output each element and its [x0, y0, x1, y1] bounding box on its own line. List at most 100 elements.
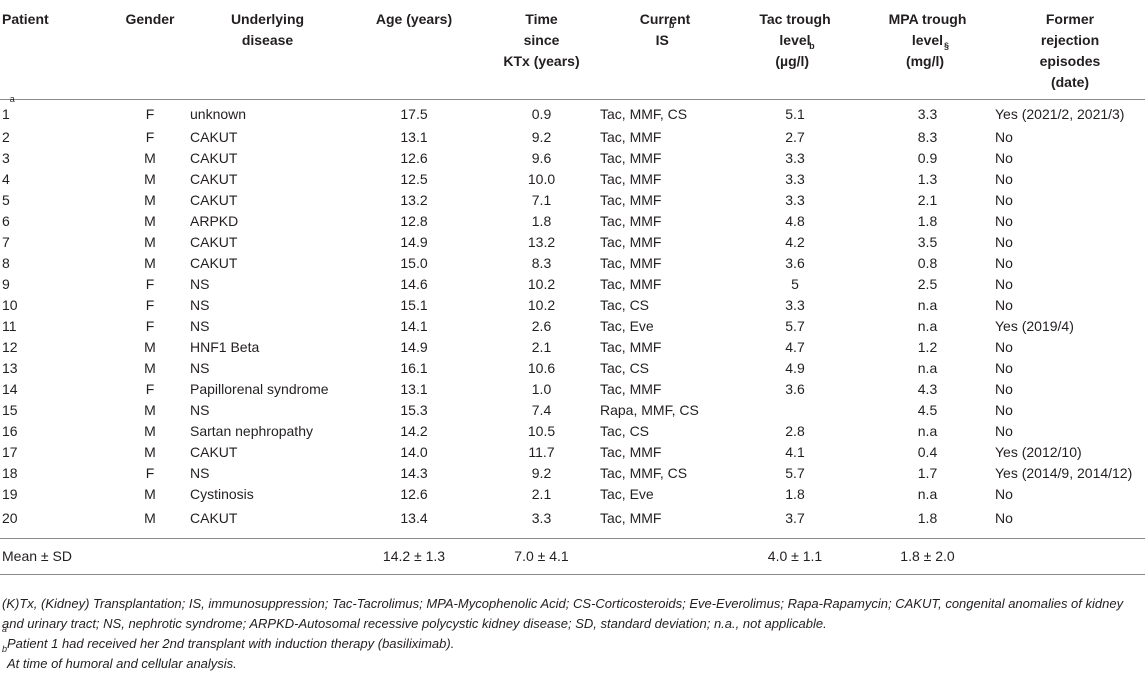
table-row: 5 M CAKUT 13.2 7.1 Tac, MMF 3.3 2.1 No — [0, 190, 1145, 211]
cell-rejection: No — [995, 338, 1013, 355]
mean-is-cell — [600, 537, 730, 575]
cell-patient: 14 — [2, 380, 18, 397]
cell-tac-trough: 1.8 — [785, 485, 805, 502]
cell-gender: M — [144, 338, 156, 355]
cell-tac-trough: 4.7 — [785, 338, 805, 355]
cell-disease: Cystinosis — [190, 485, 254, 502]
cell-tac-trough: 3.3 — [785, 170, 805, 187]
cell-time-since-ktx: 2.6 — [531, 317, 552, 334]
cell-age: 15.1 — [400, 296, 428, 313]
cell-age: 14.2 — [400, 422, 428, 439]
cell-tac-trough: 5.1 — [785, 106, 805, 122]
cell-age: 17.5 — [400, 106, 428, 122]
cell-current-is: Tac, MMF — [600, 212, 662, 229]
cell-time-since-ktx: 11.7 — [528, 443, 555, 460]
cell-tac-trough: 5.7 — [785, 317, 805, 334]
cell-current-is: Tac, Eve — [600, 485, 654, 502]
cell-mpa-trough: 3.3 — [917, 106, 938, 122]
table-summary: Mean ± SD 14.2 ± 1.3 7.0 ± 4.1 4.0 ± 1.1… — [0, 537, 1145, 575]
cell-current-is: Tac, CS — [600, 422, 650, 439]
cell-current-is: Tac, CS — [600, 359, 650, 376]
table-row: 9 F NS 14.6 10.2 Tac, MMF 5 2.5 No — [0, 274, 1145, 295]
cell-disease: HNF1 Beta — [190, 338, 260, 355]
table-row: 2 F CAKUT 13.1 9.2 Tac, MMF 2.7 8.3 No — [0, 127, 1145, 148]
header-tac-trough: Tac trough level (µg/l)b — [730, 0, 860, 100]
cell-disease: CAKUT — [190, 254, 238, 271]
cell-gender: M — [144, 254, 156, 271]
cell-disease: NS — [190, 464, 210, 481]
cell-disease: CAKUT — [190, 170, 238, 187]
cell-time-since-ktx: 2.1 — [531, 338, 552, 355]
cell-gender: M — [144, 443, 156, 460]
cell-patient: 2 — [2, 128, 10, 145]
cell-tac-trough: 3.3 — [785, 296, 805, 313]
cell-disease: CAKUT — [190, 509, 238, 526]
cell-patient: 19 — [2, 485, 18, 502]
cell-tac-trough: 4.1 — [785, 443, 805, 460]
cell-gender: M — [144, 485, 156, 502]
cell-rejection: No — [995, 128, 1013, 145]
header-time-since-ktx: Time since KTx (years) — [483, 0, 600, 100]
cell-mpa-trough: n.a — [917, 296, 938, 313]
table-row: 3 M CAKUT 12.6 9.6 Tac, MMF 3.3 0.9 No — [0, 148, 1145, 169]
table-row: 15 M NS 15.3 7.4 Rapa, MMF, CS 4.5 No — [0, 400, 1145, 421]
header-gender: Gender — [110, 0, 190, 100]
cell-age: 12.6 — [400, 485, 428, 502]
cell-age: 12.8 — [400, 212, 428, 229]
cell-patient: 13 — [2, 359, 18, 376]
cell-age: 12.5 — [400, 170, 428, 187]
cell-time-since-ktx: 10.2 — [527, 296, 556, 313]
cell-time-since-ktx: 13.2 — [527, 233, 556, 250]
cell-mpa-trough: n.a — [917, 317, 938, 334]
cell-patient: 6 — [2, 212, 10, 229]
cell-current-is: Tac, MMF — [600, 509, 662, 526]
cell-current-is: Rapa, MMF, CS — [600, 401, 699, 418]
cell-current-is: Tac, MMF — [600, 191, 662, 208]
cell-time-since-ktx: 7.1 — [531, 191, 552, 208]
cell-current-is: Tac, MMF — [600, 338, 662, 355]
cell-gender: F — [145, 464, 155, 481]
cell-tac-trough: 3.3 — [785, 191, 805, 208]
cell-patient: 3 — [2, 149, 10, 166]
cell-rejection: Yes (2014/9, 2014/12) — [995, 464, 1133, 481]
cell-patient: 1a — [2, 94, 15, 123]
mean-age: 14.2 ± 1.3 — [345, 537, 483, 575]
cell-rejection: No — [995, 254, 1013, 271]
cell-gender: F — [145, 106, 155, 122]
cell-age: 13.1 — [400, 380, 428, 397]
cell-disease: Sartan nephropathy — [190, 422, 313, 439]
cell-current-is: Tac, CS — [600, 296, 650, 313]
cell-disease: NS — [190, 359, 210, 376]
cell-mpa-trough: 1.7 — [917, 464, 938, 481]
mean-mpa: 1.8 ± 2.0 — [860, 537, 995, 575]
cell-tac-trough: 3.7 — [785, 509, 805, 526]
cell-current-is: Tac, MMF — [600, 275, 662, 292]
mean-tac: 4.0 ± 1.1 — [730, 537, 860, 575]
cell-mpa-trough: 8.3 — [917, 128, 938, 145]
cell-gender: F — [145, 380, 155, 397]
cell-patient: 8 — [2, 254, 10, 271]
cell-disease: CAKUT — [190, 443, 238, 460]
cell-mpa-trough: n.a — [917, 422, 938, 439]
mean-disease-cell — [190, 537, 345, 575]
cell-current-is: Tac, MMF — [600, 233, 662, 250]
table-row: 13 M NS 16.1 10.6 Tac, CS 4.9 n.a No — [0, 358, 1145, 379]
cell-mpa-trough: 4.3 — [917, 380, 938, 397]
cell-rejection: Yes (2012/10) — [995, 443, 1082, 460]
table-row: 18 F NS 14.3 9.2 Tac, MMF, CS 5.7 1.7 Yes (2014/… — [0, 463, 1145, 484]
table-header: Patient Gender Underlying disease Age (ye… — [0, 0, 1145, 100]
cell-tac-trough: 3.3 — [785, 149, 805, 166]
cell-rejection: No — [995, 170, 1013, 187]
cell-rejection: No — [995, 233, 1013, 250]
cell-mpa-trough: 1.8 — [917, 212, 938, 229]
cell-rejection: No — [995, 401, 1013, 418]
table-row: 4 M CAKUT 12.5 10.0 Tac, MMF 3.3 1.3 No — [0, 169, 1145, 190]
table-row: 16 M Sartan nephropathy 14.2 10.5 Tac, CS 2.8 n… — [0, 421, 1145, 442]
cell-current-is: Tac, MMF — [600, 443, 662, 460]
cell-mpa-trough: 1.8 — [917, 509, 938, 526]
table-row: 8 M CAKUT 15.0 8.3 Tac, MMF 3.6 0.8 No — [0, 253, 1145, 274]
header-age: Age (years) — [345, 0, 483, 100]
cell-mpa-trough: n.a — [917, 485, 938, 502]
